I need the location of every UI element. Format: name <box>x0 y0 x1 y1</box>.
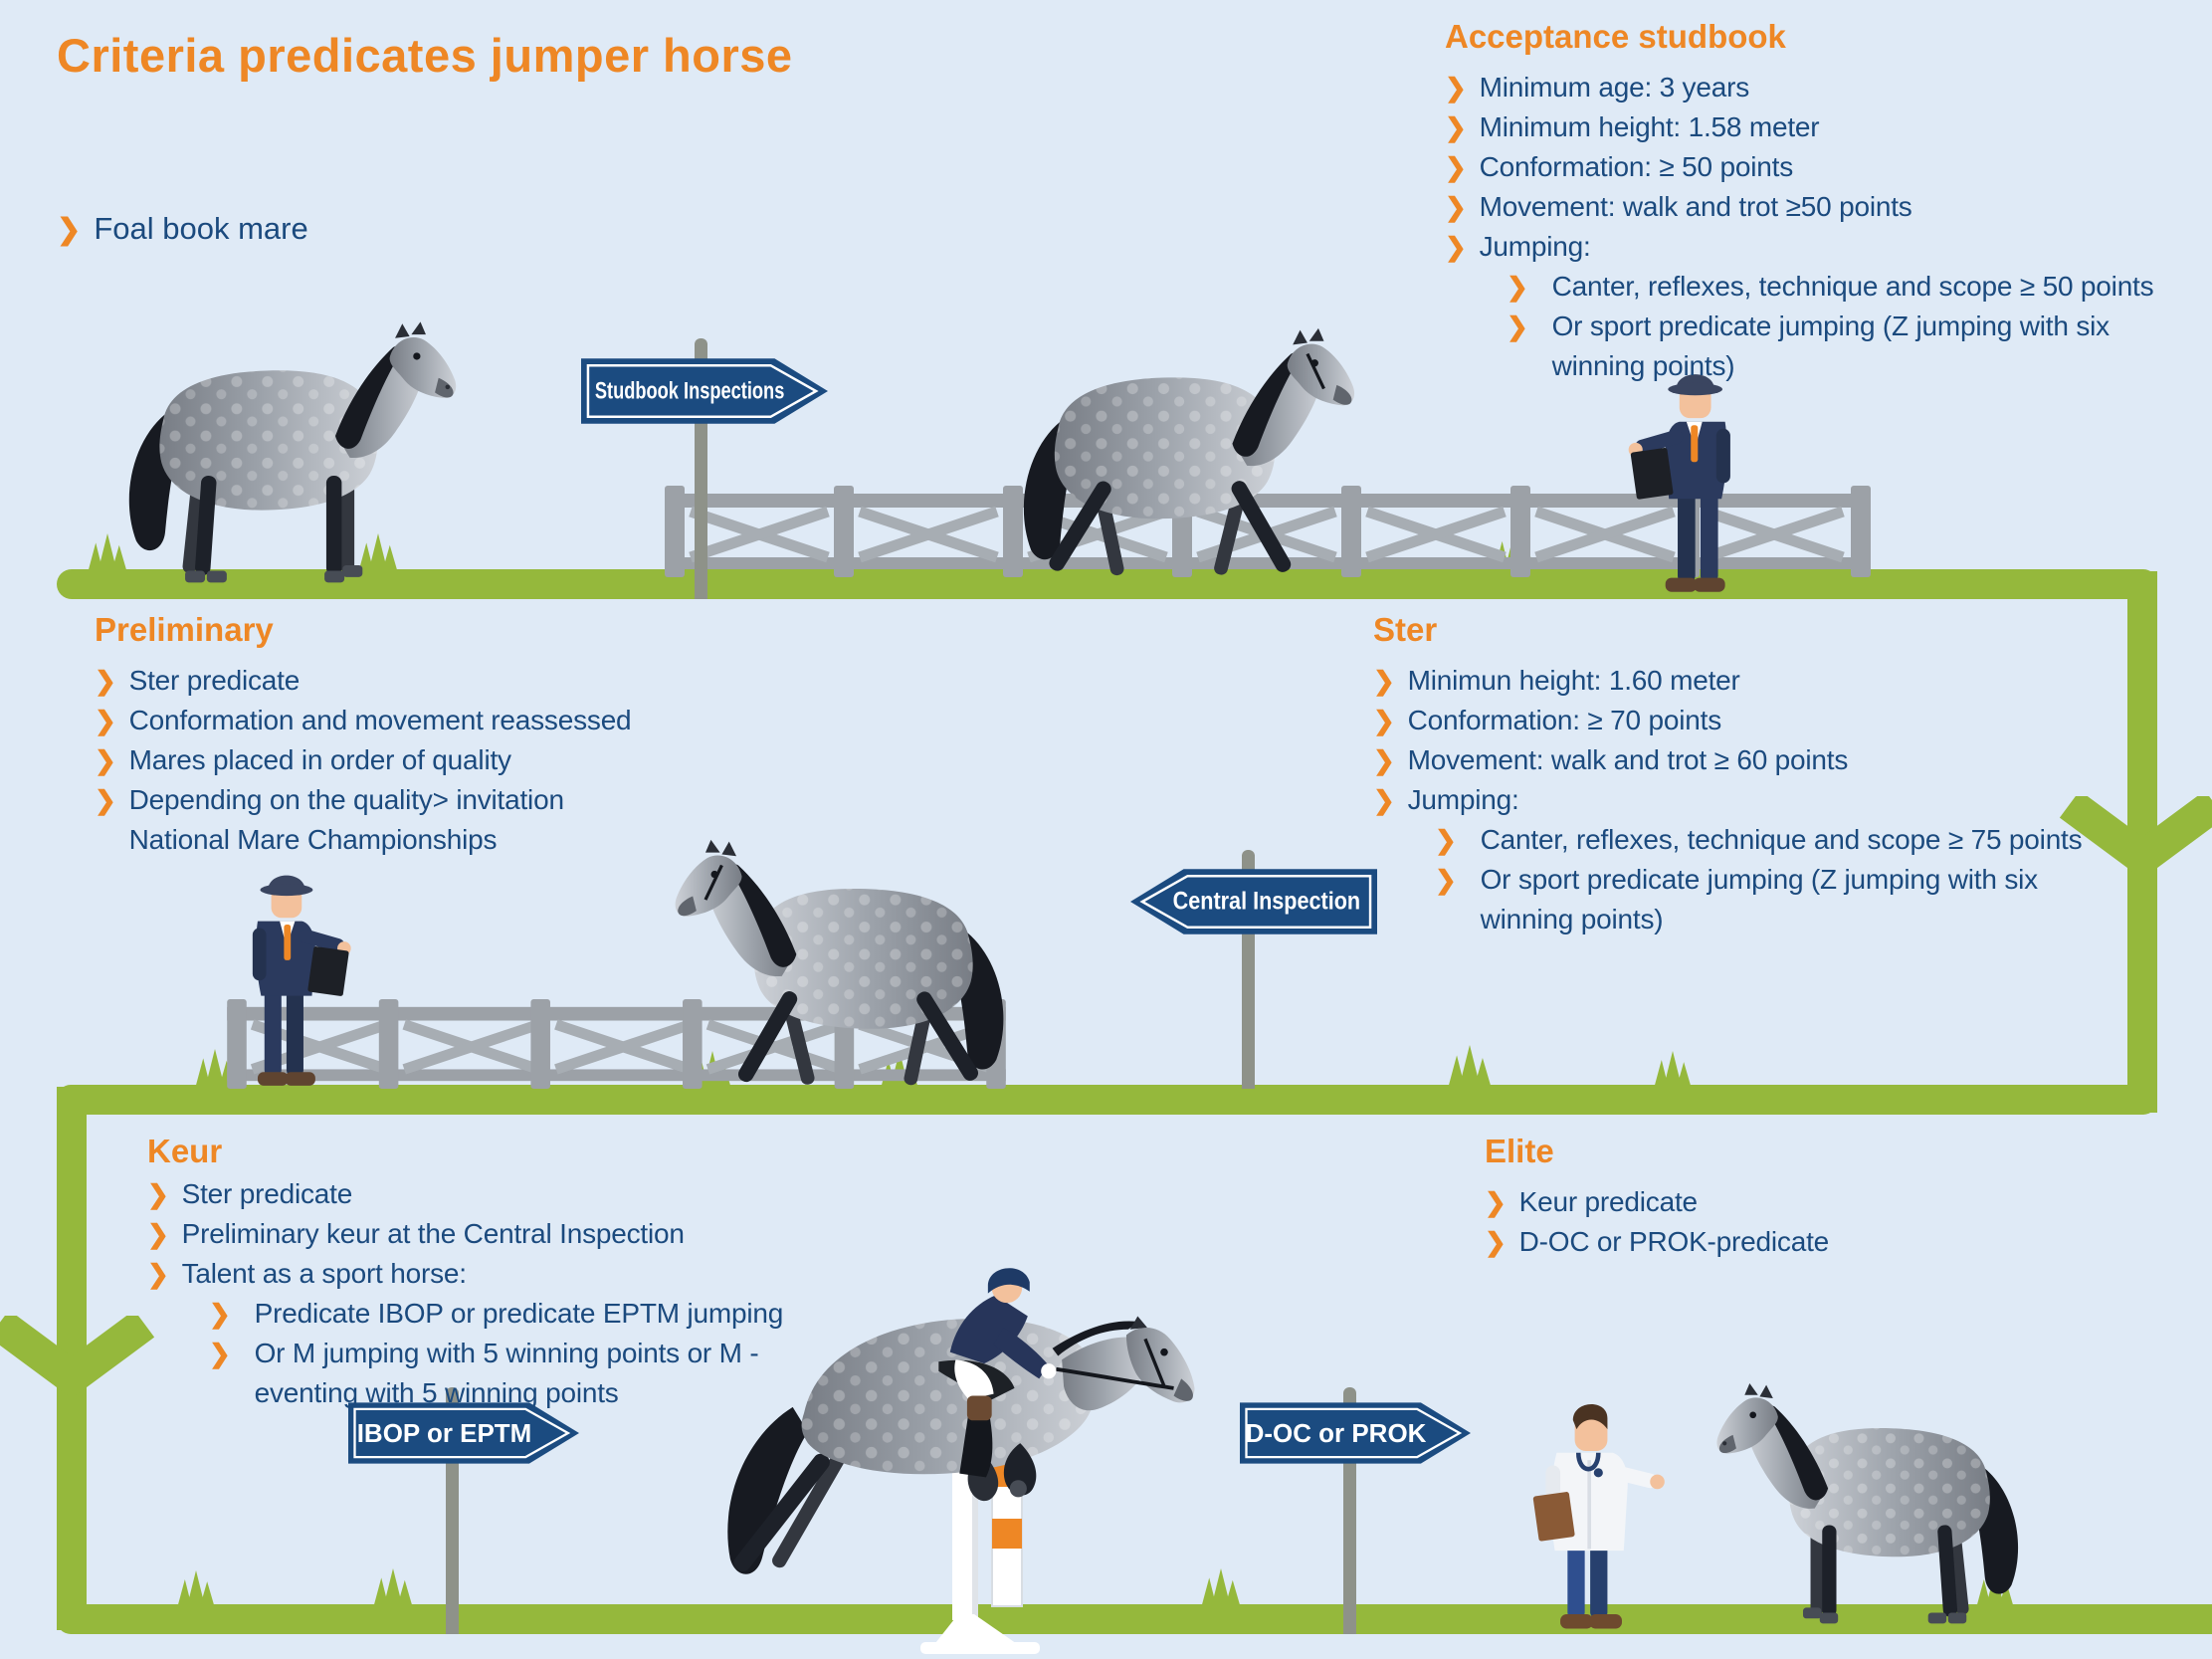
paddock-fence <box>665 486 1871 577</box>
list-item: ❯ Talent as a sport horse: <box>147 1254 794 1294</box>
down-arrow-icon <box>0 1316 155 1395</box>
chevron-bullet-icon: ❯ <box>95 785 116 815</box>
chevron-bullet-icon: ❯ <box>1445 112 1467 142</box>
list-subitem: ❯ Canter, reflexes, technique and scope ≥… <box>1435 820 2131 860</box>
horse-trotting-central-inspection <box>674 838 1005 1089</box>
grass-tuft-icon <box>1654 1051 1692 1089</box>
list-item: ❯ Mares placed in order of quality <box>95 740 648 780</box>
inspector-central <box>252 875 351 1086</box>
chevron-bullet-icon: ❯ <box>1435 865 1457 895</box>
list-subitem: ❯ Or M jumping with 5 winning points or M… <box>209 1334 794 1413</box>
chevron-bullet-icon: ❯ <box>1485 1187 1507 1217</box>
list-item: ❯ Ster predicate <box>95 661 648 701</box>
chevron-bullet-icon: ❯ <box>147 1219 169 1249</box>
list-item: ❯ Minimum age: 3 years <box>1445 68 2203 107</box>
foal-book-mare-label: ❯ Foal book mare <box>57 211 308 249</box>
list-item: ❯ Movement: walk and trot ≥50 points <box>1445 187 2203 227</box>
down-arrow-icon <box>2059 796 2212 876</box>
horse-jumping-with-rider <box>727 1268 1195 1574</box>
grass-tuft-icon <box>177 1570 215 1608</box>
chevron-bullet-icon: ❯ <box>1485 1227 1507 1257</box>
chevron-bullet-icon: ❯ <box>57 214 82 246</box>
chevron-bullet-icon: ❯ <box>1445 152 1467 182</box>
list-subitem: ❯ Or sport predicate jumping (Z jumping w… <box>1507 307 2203 386</box>
chevron-bullet-icon: ❯ <box>147 1259 169 1289</box>
chevron-bullet-icon: ❯ <box>95 666 116 696</box>
list-subitem: ❯ Or sport predicate jumping (Z jumping w… <box>1435 860 2131 939</box>
list-item: ❯ Conformation: ≥ 50 points <box>1445 147 2203 187</box>
chevron-bullet-icon: ❯ <box>209 1339 231 1368</box>
sign-central-inspection: Central Inspection <box>1130 869 1377 934</box>
path-bar-bottom <box>57 1604 2212 1634</box>
page-title: Criteria predicates jumper horse <box>57 29 793 82</box>
sign-label: Central Inspection <box>1173 889 1360 916</box>
list-item: ❯ Preliminary keur at the Central Inspect… <box>147 1214 794 1254</box>
list-item: ❯ Minimum height: 1.58 meter <box>1445 107 2203 147</box>
chevron-bullet-icon: ❯ <box>1373 785 1395 815</box>
list-item: ❯ D-OC or PROK-predicate <box>1485 1222 1942 1262</box>
veterinarian <box>1495 1389 1668 1634</box>
horse-foal-book-mare <box>128 321 457 583</box>
chevron-bullet-icon: ❯ <box>95 706 116 735</box>
sign-ibop-or-eptm: IBOP or EPTM <box>348 1402 579 1464</box>
sign-label: Studbook Inspections <box>595 378 784 405</box>
list-item: ❯ Depending on the quality> invitation Na… <box>95 780 648 860</box>
section-heading: Ster <box>1373 611 1438 648</box>
horse-trotting-inspection <box>1022 326 1356 578</box>
section-acceptance-studbook: Acceptance studbook ❯ Minimum age: 3 year… <box>1445 18 2203 386</box>
list-item: ❯ Keur predicate <box>1485 1182 1942 1222</box>
inspector-studbook <box>1628 374 1730 592</box>
section-heading: Elite <box>1485 1133 1554 1169</box>
chevron-bullet-icon: ❯ <box>1507 311 1528 341</box>
grass-tuft-icon <box>1448 1045 1492 1089</box>
chevron-bullet-icon: ❯ <box>147 1179 169 1209</box>
chevron-bullet-icon: ❯ <box>1445 232 1467 262</box>
list-item: ❯ Jumping: <box>1373 780 2131 820</box>
sign-label: D-OC or PROK <box>1246 1418 1427 1448</box>
section-keur: Keur ❯ Ster predicate ❯ Preliminary keur a… <box>147 1133 794 1413</box>
list-item: ❯ Ster predicate <box>147 1174 794 1214</box>
list-item: ❯ Movement: walk and trot ≥ 60 points <box>1373 740 2131 780</box>
path-bar-top <box>57 569 2157 599</box>
chevron-bullet-icon: ❯ <box>1373 706 1395 735</box>
section-ster: Ster ❯ Minimun height: 1.60 meter ❯ Confor… <box>1373 611 2131 939</box>
list-subitem: ❯ Canter, reflexes, technique and scope ≥… <box>1507 267 2203 307</box>
path-bar-middle <box>57 1085 2157 1115</box>
list-item: ❯ Conformation and movement reassessed <box>95 701 648 740</box>
list-item: ❯ Conformation: ≥ 70 points <box>1373 701 2131 740</box>
list-subitem: ❯ Predicate IBOP or predicate EPTM jumpin… <box>209 1294 794 1334</box>
chevron-bullet-icon: ❯ <box>1445 192 1467 222</box>
sign-d-oc-or-prok: D-OC or PROK <box>1240 1402 1471 1464</box>
section-heading: Acceptance studbook <box>1445 18 1786 55</box>
chevron-bullet-icon: ❯ <box>1445 73 1467 103</box>
chevron-bullet-icon: ❯ <box>209 1299 231 1329</box>
section-heading: Keur <box>147 1133 223 1169</box>
chevron-bullet-icon: ❯ <box>1435 825 1457 855</box>
grass-tuft-icon <box>373 1568 413 1608</box>
sign-studbook-inspections: Studbook Inspections <box>581 358 828 424</box>
chevron-bullet-icon: ❯ <box>1507 272 1528 302</box>
list-item: ❯ Minimun height: 1.60 meter <box>1373 661 2131 701</box>
horse-elite <box>1716 1382 2019 1624</box>
list-item: ❯ Jumping: <box>1445 227 2203 267</box>
section-preliminary: Preliminary ❯ Ster predicate ❯ Conformatio… <box>95 611 648 860</box>
chevron-bullet-icon: ❯ <box>1373 666 1395 696</box>
section-elite: Elite ❯ Keur predicate ❯ D-OC or PROK-pred… <box>1485 1133 1942 1262</box>
sign-label: IBOP or EPTM <box>357 1418 532 1448</box>
chevron-bullet-icon: ❯ <box>95 745 116 775</box>
section-heading: Preliminary <box>95 611 274 648</box>
chevron-bullet-icon: ❯ <box>1373 745 1395 775</box>
